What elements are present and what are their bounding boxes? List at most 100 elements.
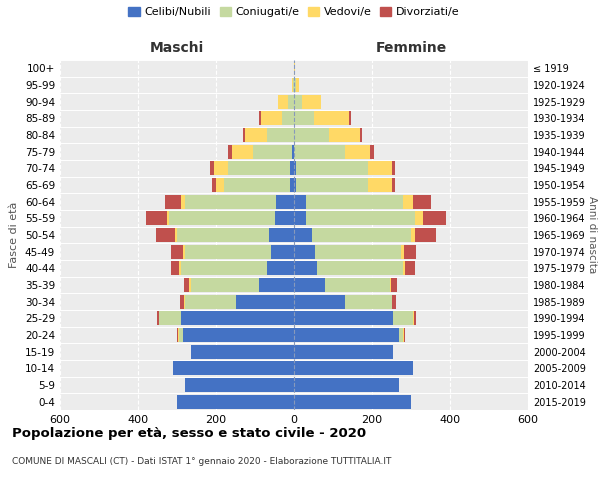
Bar (167, 211, 169, 226)
Bar (349, 112, 350, 126)
Bar (177, 228, 269, 242)
Bar (404, 244, 416, 259)
Bar (171, 244, 183, 259)
Bar (392, 294, 396, 308)
Bar (294, 378, 400, 392)
Bar (344, 294, 392, 308)
Bar (259, 278, 294, 292)
Legend: Celibi/Nubili, Coniugati/e, Vedovi/e, Divorziati/e: Celibi/Nubili, Coniugati/e, Vedovi/e, Di… (124, 2, 464, 22)
Bar (294, 244, 316, 259)
Bar (294, 328, 400, 342)
Bar (185, 378, 294, 392)
Bar (283, 112, 294, 126)
Text: Maschi: Maschi (150, 41, 204, 55)
Bar (181, 311, 294, 326)
Bar (180, 294, 184, 308)
Bar (266, 261, 294, 276)
Bar (294, 144, 344, 159)
Bar (191, 278, 259, 292)
Bar (392, 178, 395, 192)
Bar (210, 162, 214, 175)
Bar (344, 144, 370, 159)
Bar (244, 128, 245, 142)
Bar (266, 128, 294, 142)
Bar (224, 178, 290, 192)
Bar (173, 361, 294, 376)
Bar (275, 211, 294, 226)
Bar (296, 162, 368, 175)
Bar (278, 94, 288, 109)
Bar (269, 228, 294, 242)
Bar (190, 278, 191, 292)
Bar (232, 144, 253, 159)
Bar (175, 228, 177, 242)
Bar (228, 162, 290, 175)
Bar (294, 211, 306, 226)
Bar (146, 211, 167, 226)
Text: Femmine: Femmine (376, 41, 446, 55)
Bar (403, 194, 413, 209)
Bar (411, 228, 415, 242)
Bar (294, 162, 296, 175)
Bar (181, 261, 266, 276)
Bar (296, 178, 368, 192)
Bar (293, 78, 294, 92)
Bar (316, 244, 401, 259)
Bar (158, 311, 160, 326)
Bar (157, 311, 158, 326)
Bar (415, 228, 436, 242)
Bar (404, 328, 405, 342)
Bar (212, 178, 216, 192)
Bar (294, 112, 314, 126)
Bar (185, 194, 277, 209)
Bar (290, 178, 294, 192)
Bar (296, 78, 299, 92)
Text: Anni di nascita: Anni di nascita (587, 196, 597, 274)
Bar (294, 228, 311, 242)
Bar (368, 178, 392, 192)
Bar (306, 211, 415, 226)
Bar (181, 194, 185, 209)
Bar (185, 294, 235, 308)
Bar (360, 128, 362, 142)
Bar (294, 278, 325, 292)
Bar (294, 394, 411, 409)
Bar (403, 328, 404, 342)
Bar (183, 328, 294, 342)
Bar (294, 128, 329, 142)
Bar (423, 211, 446, 226)
Bar (415, 211, 422, 226)
Bar (155, 228, 175, 242)
Bar (294, 294, 344, 308)
Text: COMUNE DI MASCALI (CT) - Dati ISTAT 1° gennaio 2020 - Elaborazione TUTTITALIA.IT: COMUNE DI MASCALI (CT) - Dati ISTAT 1° g… (12, 458, 391, 466)
Bar (401, 244, 404, 259)
Bar (216, 178, 224, 192)
Bar (392, 162, 395, 175)
Bar (368, 162, 392, 175)
Bar (253, 144, 292, 159)
Bar (314, 112, 349, 126)
Bar (391, 278, 397, 292)
Bar (292, 78, 293, 92)
Bar (169, 211, 275, 226)
Bar (290, 162, 294, 175)
Bar (294, 261, 317, 276)
Bar (185, 244, 271, 259)
Bar (294, 62, 295, 76)
Bar (294, 344, 394, 359)
Bar (294, 311, 394, 326)
Bar (294, 94, 302, 109)
Bar (179, 328, 183, 342)
Bar (160, 311, 181, 326)
Bar (414, 311, 416, 326)
Bar (292, 144, 294, 159)
Bar (235, 294, 294, 308)
Bar (370, 144, 374, 159)
Bar (184, 278, 190, 292)
Bar (413, 194, 431, 209)
Y-axis label: Fasce di età: Fasce di età (10, 202, 19, 268)
Bar (413, 311, 414, 326)
Bar (389, 278, 391, 292)
Bar (405, 261, 415, 276)
Bar (277, 194, 294, 209)
